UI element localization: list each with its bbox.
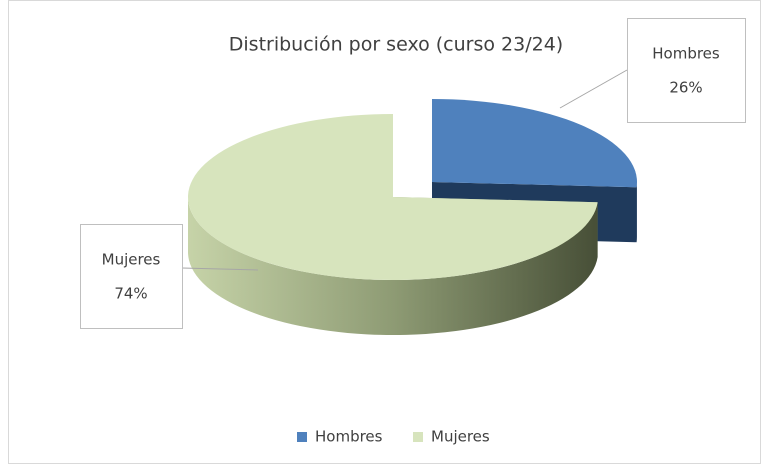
legend-swatch [297,432,307,442]
leader-line [181,267,259,271]
pie [187,99,638,336]
data-label: 74% [114,285,147,303]
legend-label: Mujeres [431,428,490,446]
slice [432,99,638,188]
callout-box [80,224,183,329]
leader-line [559,69,628,109]
callouts: Hombres 26% Mujeres 74% [80,18,746,329]
data-label: 26% [669,79,702,97]
chart-title: Distribución por sexo (curso 23/24) [229,34,563,56]
callout-box [627,18,746,123]
legend: Hombres Mujeres [297,428,490,446]
legend-swatch [413,432,423,442]
legend-label: Hombres [315,428,383,446]
data-label-name: Mujeres [102,251,161,269]
slice [188,114,598,280]
data-label-name: Hombres [652,45,720,63]
slice-side [187,197,598,336]
